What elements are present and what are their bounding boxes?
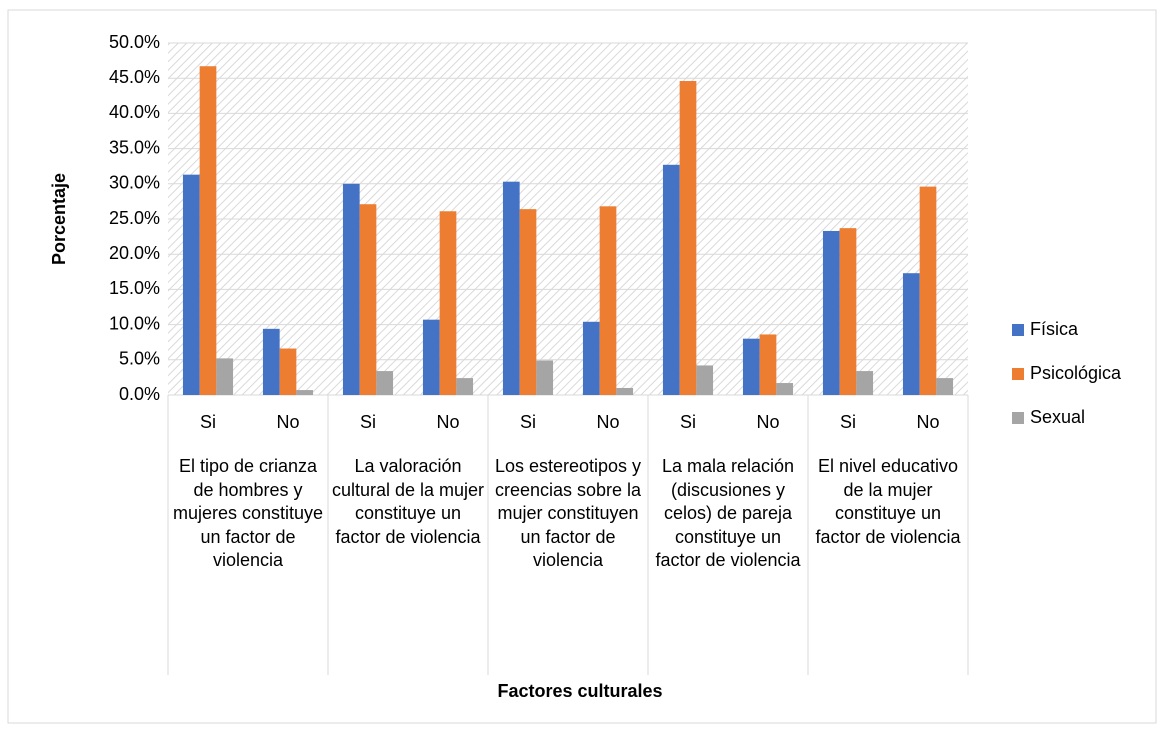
y-axis-title: Porcentaje xyxy=(49,173,69,265)
y-tick-label: 25.0% xyxy=(109,208,160,228)
x-tick-label: No xyxy=(596,412,619,432)
bar xyxy=(502,181,520,395)
x-tick-label: No xyxy=(436,412,459,432)
bar xyxy=(279,348,297,395)
x-tick-label: Si xyxy=(680,412,696,432)
x-tick-label: No xyxy=(916,412,939,432)
bar xyxy=(662,164,680,395)
x-tick-label: Si xyxy=(520,412,536,432)
x-tick-label: Si xyxy=(200,412,216,432)
x-tick-label: Si xyxy=(360,412,376,432)
bar xyxy=(376,371,394,395)
y-tick-label: 20.0% xyxy=(109,243,160,263)
legend-label: Física xyxy=(1030,319,1079,339)
chart-border xyxy=(7,9,1157,724)
legend-swatch xyxy=(1012,324,1024,336)
bar xyxy=(696,365,714,395)
x-tick-label: No xyxy=(276,412,299,432)
bar xyxy=(776,383,794,395)
group-label: La mala relación (discusiones y celos) d… xyxy=(655,456,801,570)
bar xyxy=(616,387,634,395)
legend-label: Psicológica xyxy=(1030,363,1122,383)
y-tick-label: 5.0% xyxy=(119,349,160,369)
bar xyxy=(359,204,377,395)
bar xyxy=(216,358,234,395)
y-tick-label: 35.0% xyxy=(109,137,160,157)
bar xyxy=(519,209,537,395)
bar xyxy=(439,211,457,395)
bar xyxy=(742,338,760,395)
bar xyxy=(342,183,360,395)
y-tick-label: 50.0% xyxy=(109,32,160,52)
x-tick-label: Si xyxy=(840,412,856,432)
bar xyxy=(182,174,200,395)
bar xyxy=(582,321,600,395)
bar xyxy=(822,230,840,395)
y-tick-label: 30.0% xyxy=(109,173,160,193)
bar xyxy=(839,228,857,395)
group-label: La valoración cultural de la mujer const… xyxy=(331,456,485,547)
legend-label: Sexual xyxy=(1030,407,1085,427)
y-tick-label: 15.0% xyxy=(109,278,160,298)
y-tick-label: 10.0% xyxy=(109,313,160,333)
group-label: Los estereotipos y creencias sobre la mu… xyxy=(494,456,642,570)
y-tick-label: 40.0% xyxy=(109,102,160,122)
bar xyxy=(536,360,554,395)
bar xyxy=(759,334,777,395)
legend-swatch xyxy=(1012,368,1024,380)
bar xyxy=(936,378,954,395)
bar xyxy=(296,390,314,395)
group-label: El tipo de crianza de hombres y mujeres … xyxy=(172,456,324,570)
x-axis-title: Factores culturales xyxy=(497,681,662,701)
legend-swatch xyxy=(1012,412,1024,424)
bar xyxy=(199,66,217,396)
bar xyxy=(679,81,697,396)
bar xyxy=(919,186,937,395)
group-label: El nivel educativo de la mujer constituy… xyxy=(815,456,961,547)
bar xyxy=(856,371,874,395)
y-tick-label: 45.0% xyxy=(109,67,160,87)
bar xyxy=(599,206,617,395)
bar xyxy=(456,378,474,395)
bar xyxy=(422,319,440,395)
y-tick-label: 0.0% xyxy=(119,384,160,404)
x-tick-label: No xyxy=(756,412,779,432)
bar xyxy=(262,328,280,395)
bar xyxy=(902,273,920,395)
